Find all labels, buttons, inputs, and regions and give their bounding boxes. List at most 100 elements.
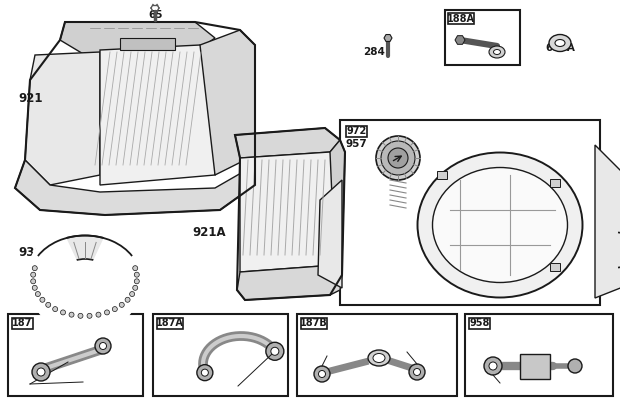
Text: 957: 957 xyxy=(346,139,368,149)
Text: 670A: 670A xyxy=(545,43,575,53)
Circle shape xyxy=(78,313,83,318)
Circle shape xyxy=(46,302,51,307)
Text: 921A: 921A xyxy=(192,226,226,239)
Bar xyxy=(448,13,474,24)
Polygon shape xyxy=(200,30,255,175)
Bar xyxy=(346,126,366,137)
Text: eReplacementParts.com: eReplacementParts.com xyxy=(195,188,365,202)
Bar xyxy=(340,120,600,305)
Text: 187: 187 xyxy=(12,318,32,328)
Bar xyxy=(297,314,457,396)
Ellipse shape xyxy=(368,350,390,366)
Text: 958: 958 xyxy=(469,318,489,328)
Polygon shape xyxy=(25,52,100,185)
Bar xyxy=(153,314,288,396)
Text: 188A: 188A xyxy=(447,13,475,23)
Polygon shape xyxy=(15,160,255,215)
Polygon shape xyxy=(237,265,342,300)
Bar xyxy=(157,318,183,329)
Bar xyxy=(437,171,447,179)
Ellipse shape xyxy=(433,168,567,283)
Text: 601: 601 xyxy=(66,381,86,391)
Bar xyxy=(120,38,175,50)
Circle shape xyxy=(133,285,138,290)
Bar xyxy=(550,179,560,187)
Circle shape xyxy=(105,310,110,315)
Circle shape xyxy=(381,141,415,175)
Circle shape xyxy=(409,364,425,380)
Ellipse shape xyxy=(489,46,505,58)
Bar xyxy=(12,318,33,329)
Circle shape xyxy=(112,307,117,312)
Circle shape xyxy=(266,342,284,360)
Ellipse shape xyxy=(60,259,110,297)
Circle shape xyxy=(32,363,50,381)
Text: 972: 972 xyxy=(346,127,366,137)
Circle shape xyxy=(37,368,45,376)
Ellipse shape xyxy=(30,235,140,320)
Circle shape xyxy=(135,272,140,277)
Circle shape xyxy=(197,365,213,381)
Circle shape xyxy=(376,136,420,180)
Text: 601: 601 xyxy=(225,384,246,394)
Text: 930: 930 xyxy=(18,247,43,260)
Ellipse shape xyxy=(555,39,565,46)
Ellipse shape xyxy=(494,50,500,54)
Circle shape xyxy=(119,302,124,307)
Bar xyxy=(520,354,550,379)
Circle shape xyxy=(99,343,107,349)
Circle shape xyxy=(31,279,36,284)
Circle shape xyxy=(32,266,37,271)
Circle shape xyxy=(95,338,111,354)
Circle shape xyxy=(35,291,40,297)
Bar xyxy=(445,10,520,65)
Polygon shape xyxy=(318,180,342,288)
Bar xyxy=(301,318,327,329)
Circle shape xyxy=(53,307,58,312)
Circle shape xyxy=(568,359,582,373)
Bar xyxy=(469,318,490,329)
Text: 187B: 187B xyxy=(300,318,328,328)
Text: 187A: 187A xyxy=(156,318,184,328)
Polygon shape xyxy=(100,45,215,185)
Ellipse shape xyxy=(373,353,385,363)
Circle shape xyxy=(319,370,326,378)
Polygon shape xyxy=(384,35,392,42)
Text: 240: 240 xyxy=(367,346,388,356)
Circle shape xyxy=(40,297,45,302)
Text: 284: 284 xyxy=(363,47,385,57)
Circle shape xyxy=(314,366,330,382)
Ellipse shape xyxy=(549,35,571,52)
Text: 601: 601 xyxy=(309,348,329,358)
Bar xyxy=(8,314,143,396)
Polygon shape xyxy=(595,145,620,298)
Circle shape xyxy=(87,313,92,318)
Circle shape xyxy=(32,285,37,290)
Circle shape xyxy=(130,291,135,297)
Polygon shape xyxy=(235,128,340,158)
Circle shape xyxy=(202,369,208,376)
Circle shape xyxy=(133,266,138,271)
Polygon shape xyxy=(455,36,465,44)
Text: 601: 601 xyxy=(397,342,417,352)
Ellipse shape xyxy=(417,152,583,297)
Circle shape xyxy=(388,148,408,168)
Wedge shape xyxy=(27,225,143,336)
Circle shape xyxy=(489,362,497,370)
Circle shape xyxy=(135,279,140,284)
Bar xyxy=(465,314,613,396)
Circle shape xyxy=(414,368,420,376)
Circle shape xyxy=(125,297,130,302)
Text: 921: 921 xyxy=(18,91,43,104)
Text: 65: 65 xyxy=(148,10,162,20)
Circle shape xyxy=(96,312,101,317)
Bar xyxy=(550,263,560,271)
Circle shape xyxy=(69,312,74,317)
Polygon shape xyxy=(330,140,345,265)
Polygon shape xyxy=(240,152,338,272)
Circle shape xyxy=(484,357,502,375)
Polygon shape xyxy=(60,22,215,55)
Text: 601A: 601A xyxy=(487,382,515,392)
Circle shape xyxy=(31,272,36,277)
Circle shape xyxy=(271,347,279,355)
